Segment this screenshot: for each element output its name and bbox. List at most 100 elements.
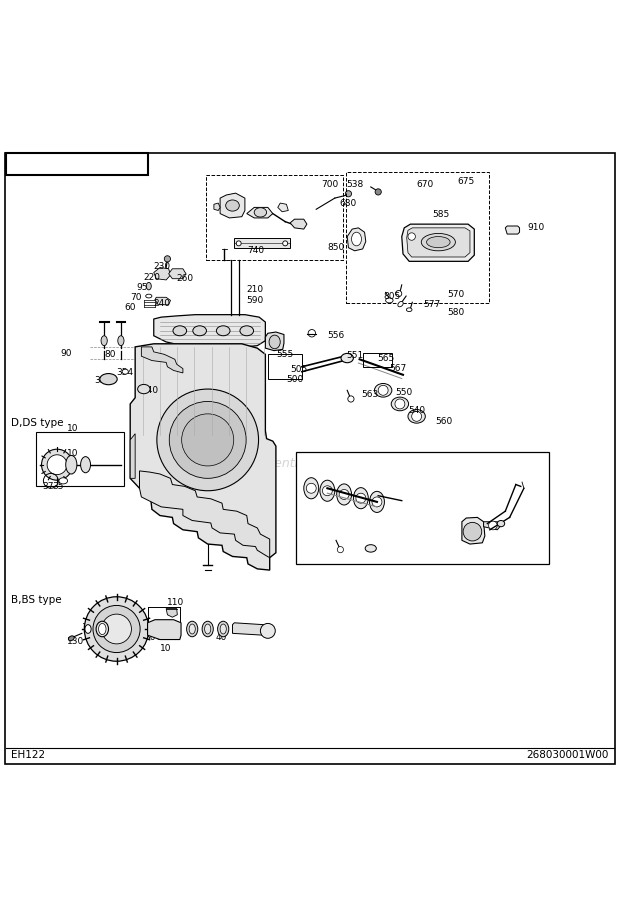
Text: 805: 805: [383, 292, 401, 301]
Ellipse shape: [398, 302, 403, 307]
Circle shape: [463, 523, 482, 541]
Ellipse shape: [226, 200, 239, 211]
Text: 35: 35: [167, 633, 179, 642]
Circle shape: [345, 191, 352, 197]
Polygon shape: [505, 226, 520, 234]
Text: 556: 556: [327, 331, 345, 340]
Text: 340: 340: [141, 386, 159, 395]
Polygon shape: [155, 297, 170, 304]
Ellipse shape: [427, 237, 450, 248]
Polygon shape: [462, 517, 485, 544]
Text: 505: 505: [290, 365, 308, 374]
Circle shape: [378, 385, 388, 395]
Text: 60: 60: [124, 303, 136, 312]
Text: 556: 556: [340, 486, 357, 495]
Text: 30: 30: [144, 633, 156, 642]
Text: 260: 260: [177, 274, 194, 283]
Circle shape: [260, 624, 275, 638]
Ellipse shape: [187, 621, 198, 636]
Ellipse shape: [337, 484, 352, 505]
Ellipse shape: [254, 208, 267, 217]
Ellipse shape: [240, 326, 254, 336]
Ellipse shape: [101, 336, 107, 346]
Text: 130: 130: [67, 637, 84, 646]
Text: B,BS type: B,BS type: [11, 595, 62, 605]
Text: 101: 101: [108, 630, 126, 639]
Ellipse shape: [96, 621, 108, 636]
Circle shape: [337, 547, 343, 553]
Ellipse shape: [365, 545, 376, 552]
Ellipse shape: [122, 370, 128, 374]
Ellipse shape: [352, 232, 361, 246]
Ellipse shape: [218, 621, 229, 636]
Polygon shape: [247, 207, 273, 218]
Polygon shape: [232, 623, 267, 635]
Text: 540: 540: [408, 405, 425, 414]
Text: 740: 740: [247, 247, 264, 255]
Ellipse shape: [189, 624, 195, 634]
Text: 38: 38: [65, 460, 77, 470]
Circle shape: [396, 291, 402, 297]
Polygon shape: [140, 471, 270, 558]
Circle shape: [348, 396, 354, 402]
Polygon shape: [407, 227, 470, 257]
Text: 570: 570: [466, 550, 484, 559]
Text: 560: 560: [435, 417, 453, 425]
Text: RAMMER: RAMMER: [304, 455, 349, 465]
Ellipse shape: [202, 621, 213, 636]
Text: 850: 850: [327, 243, 345, 252]
Text: 555: 555: [304, 496, 321, 505]
Text: 565: 565: [327, 527, 345, 536]
Ellipse shape: [59, 478, 68, 484]
Polygon shape: [154, 268, 170, 280]
Ellipse shape: [173, 326, 187, 336]
Circle shape: [236, 241, 241, 246]
Text: 550: 550: [374, 499, 392, 508]
Text: 120: 120: [82, 623, 99, 632]
Text: 354: 354: [117, 369, 134, 378]
Text: 500: 500: [286, 375, 304, 383]
Text: 670: 670: [417, 180, 434, 189]
Bar: [6, 153, 148, 175]
Ellipse shape: [99, 624, 106, 635]
Polygon shape: [130, 434, 135, 479]
Polygon shape: [265, 332, 284, 350]
Bar: [296, 452, 549, 564]
Text: 675: 675: [458, 177, 475, 186]
Ellipse shape: [146, 294, 152, 298]
Text: 563: 563: [327, 542, 345, 551]
Ellipse shape: [320, 481, 335, 502]
Ellipse shape: [374, 383, 392, 397]
Text: 500: 500: [329, 474, 346, 483]
Ellipse shape: [138, 384, 150, 393]
Text: 38: 38: [156, 633, 168, 642]
Text: 700: 700: [510, 530, 527, 538]
Polygon shape: [214, 203, 220, 211]
Text: 680: 680: [340, 199, 357, 207]
Circle shape: [169, 402, 246, 479]
Bar: [36, 432, 124, 486]
Polygon shape: [278, 203, 288, 212]
Bar: [268, 354, 302, 379]
Text: 110: 110: [167, 598, 185, 607]
Text: 35: 35: [53, 482, 64, 491]
Text: ReplacementParts.com: ReplacementParts.com: [213, 457, 358, 470]
Ellipse shape: [220, 624, 226, 634]
Circle shape: [408, 233, 415, 240]
Ellipse shape: [216, 326, 230, 336]
Ellipse shape: [304, 478, 319, 499]
Circle shape: [93, 605, 140, 653]
Circle shape: [182, 414, 234, 466]
Polygon shape: [148, 620, 181, 639]
Ellipse shape: [391, 397, 409, 411]
Text: 590: 590: [247, 296, 264, 304]
Polygon shape: [166, 609, 177, 617]
Text: FIG. 300: FIG. 300: [24, 152, 130, 176]
Text: 34: 34: [55, 460, 66, 470]
Circle shape: [102, 614, 131, 644]
Bar: [346, 172, 489, 304]
Text: 570: 570: [448, 290, 465, 299]
Text: 540: 540: [311, 517, 329, 526]
Circle shape: [339, 490, 349, 500]
Text: 551: 551: [304, 507, 321, 516]
